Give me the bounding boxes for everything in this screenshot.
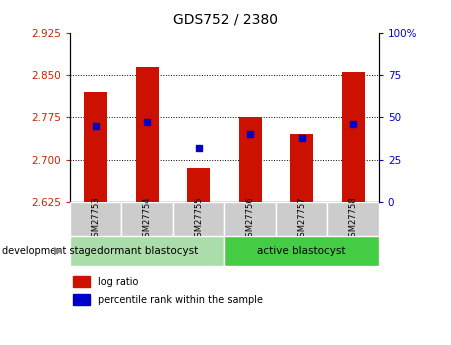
Bar bbox=[187, 168, 210, 202]
Bar bbox=[239, 117, 262, 202]
Bar bbox=[276, 202, 327, 236]
Text: ▶: ▶ bbox=[55, 246, 63, 256]
Text: GSM27756: GSM27756 bbox=[246, 196, 255, 242]
Bar bbox=[290, 134, 313, 202]
Bar bbox=[70, 202, 121, 236]
Text: GSM27758: GSM27758 bbox=[349, 196, 358, 242]
Text: percentile rank within the sample: percentile rank within the sample bbox=[98, 295, 263, 305]
Text: log ratio: log ratio bbox=[98, 277, 138, 287]
Text: development stage: development stage bbox=[2, 246, 97, 256]
Bar bbox=[136, 67, 159, 202]
Bar bbox=[121, 202, 173, 236]
Bar bbox=[341, 72, 365, 202]
Text: GSM27757: GSM27757 bbox=[297, 196, 306, 242]
Text: dormant blastocyst: dormant blastocyst bbox=[97, 246, 198, 256]
Text: active blastocyst: active blastocyst bbox=[258, 246, 346, 256]
Bar bbox=[73, 294, 90, 305]
Bar bbox=[327, 202, 379, 236]
Bar bbox=[73, 276, 90, 287]
Bar bbox=[84, 92, 107, 202]
Text: GSM27753: GSM27753 bbox=[91, 196, 100, 242]
Bar bbox=[173, 202, 224, 236]
Bar bbox=[224, 202, 276, 236]
Text: GSM27754: GSM27754 bbox=[143, 196, 152, 242]
Bar bbox=[70, 236, 224, 266]
Bar bbox=[224, 236, 379, 266]
Text: GDS752 / 2380: GDS752 / 2380 bbox=[173, 12, 278, 26]
Text: GSM27755: GSM27755 bbox=[194, 196, 203, 242]
